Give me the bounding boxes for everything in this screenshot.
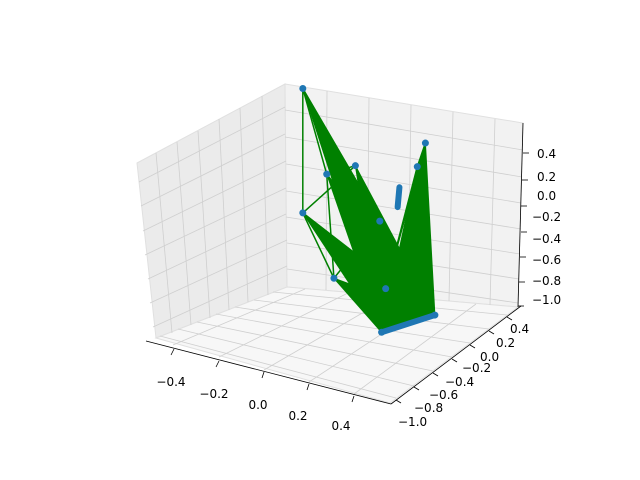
series-line <box>326 173 436 316</box>
series-line <box>380 166 419 333</box>
series-line <box>379 220 436 316</box>
z-tick-label: −0.8 <box>532 274 561 288</box>
x-tick-label: 0.4 <box>331 419 350 433</box>
data-point <box>299 84 307 92</box>
z-tick-label: 0.4 <box>537 147 556 161</box>
y-tick-label: −0.8 <box>414 401 443 415</box>
x-tick-labels: −0.4 −0.2 0.0 0.2 0.4 <box>156 375 350 433</box>
y-tick-label: 0.4 <box>510 322 529 336</box>
series-line <box>302 88 328 175</box>
series-points <box>299 84 439 336</box>
series-line <box>354 165 381 222</box>
x-tick-label: −0.2 <box>199 387 228 401</box>
x-tick-label: 0.2 <box>288 409 307 423</box>
x-axis-line <box>145 340 392 405</box>
series-segment <box>378 312 438 336</box>
data-point <box>421 139 429 147</box>
series-line <box>325 174 335 279</box>
y-tick-label: −0.4 <box>445 375 474 389</box>
data-point <box>323 170 331 178</box>
series-line <box>326 164 356 175</box>
series-line <box>302 88 381 222</box>
y-tick-label: −1.0 <box>398 415 427 429</box>
y-tick-label: 0.2 <box>496 336 515 350</box>
z-tick-label: −0.6 <box>532 253 561 267</box>
z-tick-labels: 0.4 0.2 0.0 −0.2 −0.4 −0.6 −0.8 −1.0 <box>532 147 561 307</box>
data-point <box>382 285 390 293</box>
series-line <box>302 212 335 279</box>
x-tick-label: 0.0 <box>248 398 267 412</box>
y-tick-label: −0.2 <box>462 361 491 375</box>
series-segment <box>394 184 403 211</box>
data-point <box>376 217 384 225</box>
y-tick-labels: −1.0 −0.8 −0.6 −0.4 −0.2 0.0 0.2 0.4 <box>398 322 529 429</box>
data-point <box>413 163 421 171</box>
tick-marks <box>170 152 529 404</box>
y-axis-line <box>390 305 522 405</box>
y-tick-label: 0.0 <box>480 350 499 364</box>
data-point <box>330 274 338 282</box>
series-line <box>384 166 419 289</box>
series-line <box>380 288 387 333</box>
data-point <box>351 162 359 170</box>
series-lines <box>302 88 437 334</box>
x-tick-label: −0.4 <box>156 375 185 389</box>
data-point <box>378 328 386 336</box>
y-tick-label: −0.6 <box>429 388 458 402</box>
series-line <box>302 212 436 316</box>
data-point <box>299 209 307 217</box>
z-tick-label: −0.2 <box>532 210 561 224</box>
axis-lines <box>145 122 524 405</box>
z-tick-label: −1.0 <box>532 293 561 307</box>
data-point <box>431 311 439 319</box>
z-tick-label: 0.0 <box>537 189 556 203</box>
z-tick-label: −0.4 <box>532 232 561 246</box>
series-line <box>302 165 356 214</box>
z-axis-line <box>517 122 524 308</box>
z-tick-label: 0.2 <box>537 170 556 184</box>
series-line <box>333 220 381 279</box>
